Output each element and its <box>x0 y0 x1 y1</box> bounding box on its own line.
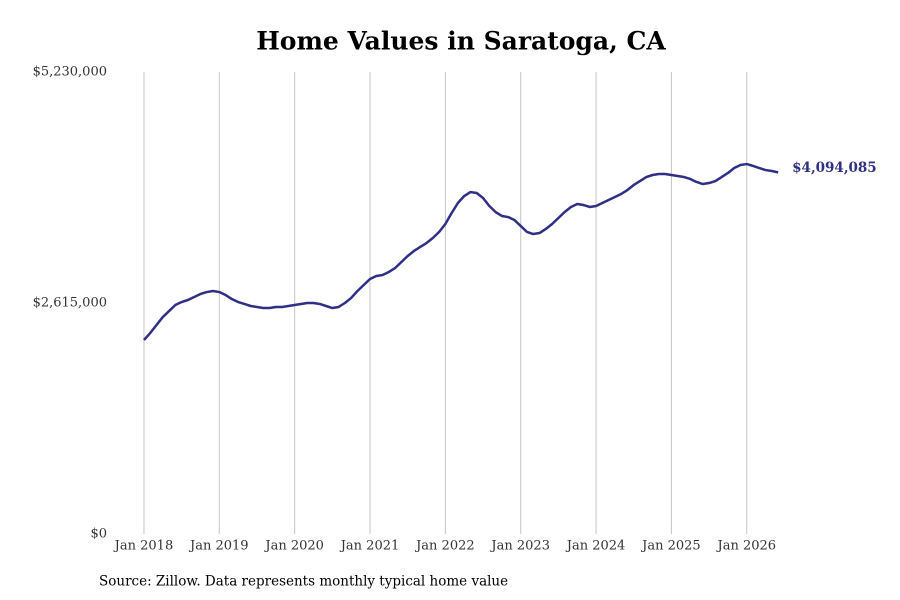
end-value-label: $4,094,085 <box>792 160 877 176</box>
x-tick-label: Jan 2021 <box>339 539 400 554</box>
y-tick-label: $5,230,000 <box>33 65 107 80</box>
x-tick-label: Jan 2022 <box>414 539 475 554</box>
x-tick-label: Jan 2020 <box>263 539 324 554</box>
chart-title: Home Values in Saratoga, CA <box>256 27 666 56</box>
x-tick-label: Jan 2023 <box>489 539 550 554</box>
x-tick-label: Jan 2025 <box>640 539 701 554</box>
y-tick-label: $2,615,000 <box>33 296 107 311</box>
y-tick-label: $0 <box>90 527 107 542</box>
source-note: Source: Zillow. Data represents monthly … <box>99 574 508 590</box>
line-series <box>143 162 779 341</box>
x-tick-label: Jan 2026 <box>715 539 776 554</box>
x-tick-label: Jan 2024 <box>565 539 626 554</box>
x-tick-label: Jan 2018 <box>113 539 174 554</box>
x-tick-label: Jan 2019 <box>188 539 249 554</box>
